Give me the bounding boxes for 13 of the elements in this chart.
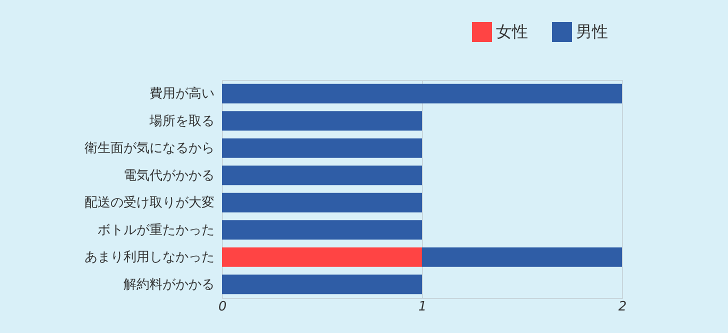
x-tick-label: 2 [618,300,627,314]
y-tick-label: 費用が高い [150,86,214,102]
legend-label: 女性 [496,22,528,41]
y-tick-label: ボトルが重たかった [98,222,214,238]
y-tick-label: 衛生面が気になるから [84,141,214,156]
y-tick-label: 電気代がかかる [124,168,214,184]
y-tick-label: 配送の受け取りが大変 [84,194,214,211]
x-tick-label: 1 [418,300,427,314]
y-tick-label: 解約料がかかる [124,277,214,292]
legend-label: 男性 [576,22,608,41]
y-tick-label: 場所を取る [148,114,214,129]
x-tick-label: 0 [218,300,227,314]
y-tick-label: あまり利用しなかった [84,250,214,266]
